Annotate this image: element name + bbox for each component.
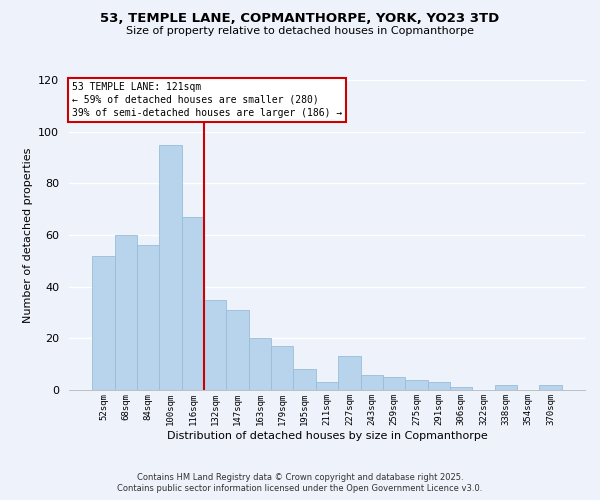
Bar	[494, 385, 517, 390]
Text: 53, TEMPLE LANE, COPMANTHORPE, YORK, YO23 3TD: 53, TEMPLE LANE, COPMANTHORPE, YORK, YO2…	[100, 12, 500, 26]
Bar	[160, 144, 182, 390]
Bar	[539, 385, 562, 390]
Bar	[204, 300, 226, 390]
Bar	[338, 356, 361, 390]
Bar	[182, 217, 204, 390]
Bar	[450, 388, 472, 390]
Text: Size of property relative to detached houses in Copmanthorpe: Size of property relative to detached ho…	[126, 26, 474, 36]
Bar	[293, 370, 316, 390]
Bar	[249, 338, 271, 390]
Bar	[383, 377, 405, 390]
X-axis label: Distribution of detached houses by size in Copmanthorpe: Distribution of detached houses by size …	[167, 430, 487, 440]
Bar	[271, 346, 293, 390]
Bar	[92, 256, 115, 390]
Y-axis label: Number of detached properties: Number of detached properties	[23, 148, 32, 322]
Text: Contains HM Land Registry data © Crown copyright and database right 2025.: Contains HM Land Registry data © Crown c…	[137, 472, 463, 482]
Bar	[316, 382, 338, 390]
Bar	[115, 235, 137, 390]
Bar	[405, 380, 428, 390]
Bar	[428, 382, 450, 390]
Bar	[226, 310, 249, 390]
Bar	[361, 374, 383, 390]
Bar	[137, 246, 160, 390]
Text: Contains public sector information licensed under the Open Government Licence v3: Contains public sector information licen…	[118, 484, 482, 493]
Text: 53 TEMPLE LANE: 121sqm
← 59% of detached houses are smaller (280)
39% of semi-de: 53 TEMPLE LANE: 121sqm ← 59% of detached…	[71, 82, 342, 118]
